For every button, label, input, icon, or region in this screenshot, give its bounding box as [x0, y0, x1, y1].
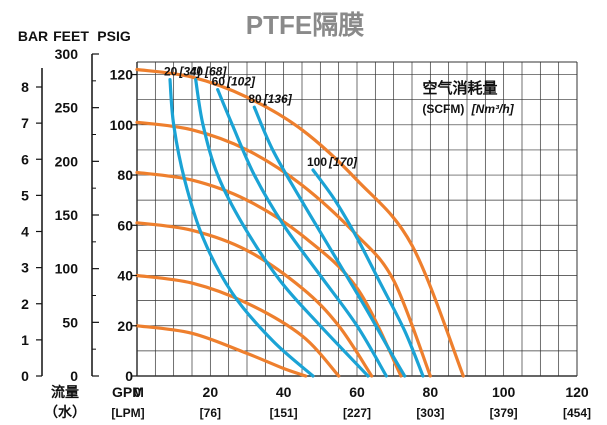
air-curve-label: 60 [102]: [212, 75, 256, 89]
x-tick-label-gpm: 60: [349, 384, 365, 400]
air-consumption-curves: 20 [34]40 [68]60 [102] 80 [136] 100 [170]: [164, 65, 425, 378]
axis-ticks: 0204060801001200501001502002503000123456…: [21, 46, 591, 420]
bar-tick-label: 4: [21, 224, 29, 240]
feet-axis-title: FEET: [53, 28, 89, 44]
air-curve-label-scfm: 60: [212, 75, 226, 89]
psig-tick-label: 0: [125, 368, 133, 384]
air-curve-label-scfm: 20: [164, 65, 178, 79]
x-axis-unit-gpm: GPM: [112, 384, 144, 400]
legend-title: 空气消耗量: [422, 79, 497, 97]
air-curve-label: 40 [68]: [190, 65, 228, 79]
bar-tick-label: 8: [21, 79, 29, 95]
x-axis-title-cn: 流量: [51, 384, 79, 400]
x-tick-label-lpm: [379]: [490, 406, 518, 420]
feet-tick-label: 50: [62, 314, 78, 330]
air-consumption-curve: [311, 168, 425, 378]
bar-tick-label: 7: [21, 115, 29, 131]
psig-tick-label: 20: [117, 318, 133, 334]
bar-axis-title: BAR: [18, 28, 48, 44]
x-tick-label-lpm: [454]: [563, 406, 591, 420]
bar-tick-label: 1: [21, 332, 29, 348]
air-curve-label-nm3h: [170]: [328, 155, 358, 169]
air-curve-label-nm3h: [136]: [263, 92, 293, 106]
feet-tick-label: 200: [55, 153, 79, 169]
air-consumption-curve: [194, 78, 370, 378]
x-tick-label-gpm: 40: [276, 384, 292, 400]
legend-unit-nm3h: [Nm³/h]: [471, 102, 515, 116]
bar-tick-label: 5: [21, 187, 29, 203]
pressure-curve: [135, 324, 308, 378]
legend-unit-scfm: (SCFM): [422, 102, 464, 116]
psig-tick-label: 120: [110, 67, 134, 83]
air-curve-label-nm3h: [34]: [178, 65, 201, 79]
psig-axis-title: PSIG: [97, 28, 131, 44]
x-tick-label-gpm: 80: [423, 384, 439, 400]
air-curve-label: 100 [170]: [307, 155, 358, 169]
feet-tick-label: 100: [55, 261, 79, 277]
air-consumption-curve: [216, 88, 388, 378]
legend-unit: (SCFM) [Nm³/h]: [422, 102, 514, 116]
bar-tick-label: 3: [21, 260, 29, 276]
air-curve-label-nm3h: [102]: [226, 75, 256, 89]
x-axis-unit-lpm: [LPM]: [111, 406, 144, 420]
chart-title: PTFE隔膜: [246, 10, 364, 40]
x-tick-label-lpm: [303]: [416, 406, 444, 420]
feet-tick-label: 150: [55, 207, 79, 223]
bar-tick-label: 0: [21, 368, 29, 384]
x-tick-label-gpm: 20: [203, 384, 219, 400]
air-consumption-curve: [168, 78, 315, 378]
feet-tick-label: 0: [70, 368, 78, 384]
x-tick-label-lpm: [76]: [200, 406, 221, 420]
psig-tick-label: 100: [110, 117, 134, 133]
air-consumption-curve: [252, 105, 407, 378]
pressure-curve: [135, 67, 465, 378]
pressure-curve: [135, 221, 374, 378]
x-tick-label-zero: 0: [133, 384, 141, 400]
air-curve-label-scfm: 100: [307, 155, 327, 169]
x-tick-label-lpm: [227]: [343, 406, 371, 420]
air-curve-label: 20 [34]: [164, 65, 202, 79]
feet-tick-label: 250: [55, 100, 79, 116]
x-axis-title-cn-water: （水）: [44, 404, 86, 420]
x-tick-label-gpm: 100: [492, 384, 516, 400]
pressure-curves: [135, 67, 465, 378]
air-curve-label-scfm: 80: [248, 92, 262, 106]
air-curve-label-scfm: 40: [190, 65, 204, 79]
pressure-curve: [135, 273, 341, 378]
pressure-curve: [135, 170, 403, 378]
psig-tick-label: 60: [117, 217, 133, 233]
bar-tick-label: 6: [21, 151, 29, 167]
air-curve-label-nm3h: [68]: [204, 65, 227, 79]
air-curve-label: 80 [136]: [248, 92, 292, 106]
pressure-curve: [135, 120, 432, 378]
psig-tick-label: 40: [117, 268, 133, 284]
x-tick-label-lpm: [151]: [270, 406, 298, 420]
x-tick-label-gpm: 120: [565, 384, 589, 400]
psig-tick-label: 80: [117, 167, 133, 183]
bar-tick-label: 2: [21, 296, 29, 312]
feet-tick-label: 300: [55, 46, 79, 62]
